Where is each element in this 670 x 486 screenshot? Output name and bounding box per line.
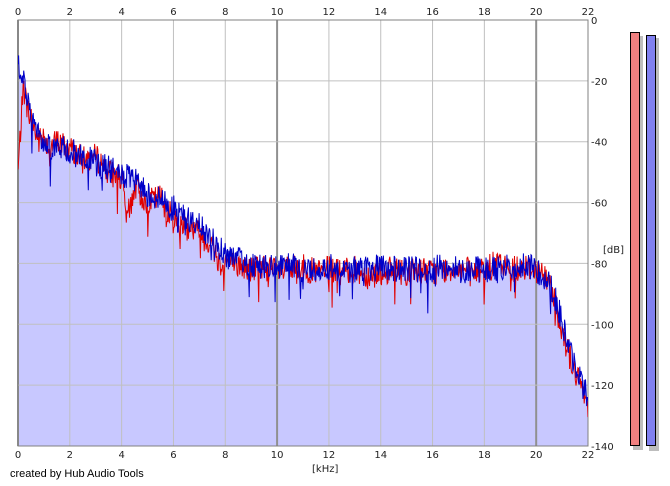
x-tick-label-top: 16 [426,7,439,18]
plot-border [17,19,589,447]
x-tick-label-top: 0 [15,7,21,18]
x-tick-label-bottom: 14 [374,450,387,461]
spectrum-fill-area [18,55,588,446]
x-tick-label-top: 20 [530,7,543,18]
x-tick-label-top: 8 [222,7,228,18]
y-tick-label: -140 [591,442,614,453]
x-tick-label-top: 14 [374,7,387,18]
x-tick-label-top: 2 [67,7,73,18]
x-tick-label-bottom: 0 [15,450,21,461]
y-tick-label: -60 [591,199,607,210]
x-tick-label-bottom: 2 [67,450,73,461]
x-tick-label-bottom: 8 [222,450,228,461]
x-tick-label-bottom: 10 [271,450,284,461]
series-line-red [18,80,588,418]
y-axis-label: [dB] [603,245,624,256]
y-tick-label: -20 [591,77,607,88]
x-tick-label-top: 22 [582,7,595,18]
x-tick-label-bottom: 20 [530,450,543,461]
y-tick-label: -80 [591,259,607,270]
x-tick-label-bottom: 18 [478,450,491,461]
right-channel-meter [646,35,656,446]
x-tick-label-bottom: 6 [170,450,176,461]
x-tick-label-bottom: 22 [582,450,595,461]
x-tick-label-bottom: 16 [426,450,439,461]
y-tick-label: -100 [591,320,614,331]
x-tick-label-top: 10 [271,7,284,18]
x-tick-label-top: 18 [478,7,491,18]
x-tick-label-bottom: 4 [118,450,124,461]
x-axis-label: [kHz] [312,464,338,475]
series-line-blue [18,55,588,407]
y-tick-label: 0 [591,16,597,27]
x-tick-label-bottom: 12 [323,450,336,461]
x-tick-label-top: 6 [170,7,176,18]
x-tick-label-top: 12 [323,7,336,18]
y-tick-label: -120 [591,381,614,392]
credit-text: created by Hub Audio Tools [10,468,144,480]
left-channel-meter [630,32,640,446]
x-tick-label-top: 4 [118,7,124,18]
y-tick-label: -40 [591,138,607,149]
